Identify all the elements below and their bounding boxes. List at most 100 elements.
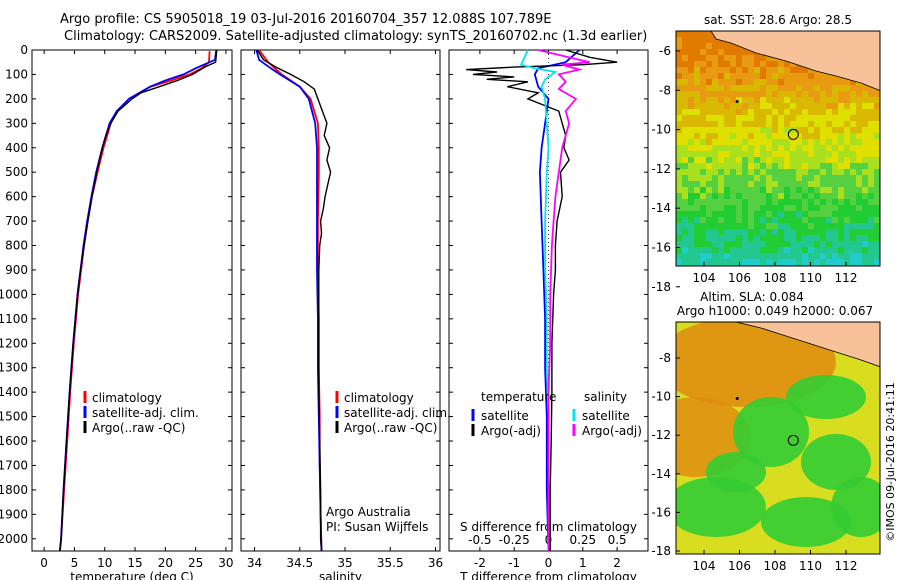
sst-pixel bbox=[706, 103, 712, 109]
sst-pixel bbox=[688, 139, 694, 145]
sst-pixel bbox=[820, 169, 826, 175]
sst-pixel bbox=[856, 151, 862, 157]
sst-pixel bbox=[736, 157, 742, 163]
sst-pixel bbox=[718, 139, 724, 145]
sst-pixel bbox=[712, 145, 718, 151]
argo-float-marker bbox=[787, 434, 799, 446]
sst-pixel bbox=[688, 67, 694, 73]
sst-pixel bbox=[844, 85, 850, 91]
sst-field bbox=[676, 31, 880, 266]
sst-pixel bbox=[856, 121, 862, 127]
sst-pixel bbox=[694, 61, 700, 67]
sst-pixel bbox=[754, 121, 760, 127]
map-x-tick-label: 104 bbox=[693, 559, 716, 573]
sst-pixel bbox=[790, 235, 796, 241]
sst-pixel bbox=[838, 205, 844, 211]
sst-pixel bbox=[712, 217, 718, 223]
y-tick-label: 1900 bbox=[0, 507, 28, 521]
sst-pixel bbox=[766, 67, 772, 73]
sst-pixel bbox=[778, 157, 784, 163]
sst-pixel bbox=[796, 115, 802, 121]
sst-pixel bbox=[826, 157, 832, 163]
sst-pixel bbox=[832, 91, 838, 97]
sst-pixel bbox=[760, 139, 766, 145]
sst-pixel bbox=[700, 145, 706, 151]
sst-pixel bbox=[748, 97, 754, 103]
sst-pixel bbox=[874, 115, 880, 121]
sst-pixel bbox=[868, 157, 874, 163]
sst-pixel bbox=[676, 217, 682, 223]
sst-pixel bbox=[712, 223, 718, 229]
sst-pixel bbox=[724, 247, 730, 253]
sst-pixel bbox=[796, 163, 802, 169]
sst-pixel bbox=[700, 85, 706, 91]
sst-pixel bbox=[820, 157, 826, 163]
sst-pixel bbox=[790, 247, 796, 253]
sst-pixel bbox=[688, 121, 694, 127]
sst-pixel bbox=[700, 241, 706, 247]
sst-pixel bbox=[760, 211, 766, 217]
sst-pixel bbox=[736, 175, 742, 181]
sst-pixel bbox=[766, 235, 772, 241]
sst-pixel bbox=[778, 145, 784, 151]
sst-pixel bbox=[754, 85, 760, 91]
sst-pixel bbox=[736, 91, 742, 97]
sst-pixel bbox=[766, 241, 772, 247]
sst-pixel bbox=[862, 127, 868, 133]
sst-pixel bbox=[832, 175, 838, 181]
sst-pixel bbox=[706, 79, 712, 85]
map-y-tick-label: -10 bbox=[651, 123, 671, 137]
sst-pixel bbox=[808, 187, 814, 193]
sst-pixel bbox=[820, 241, 826, 247]
sst-pixel bbox=[784, 103, 790, 109]
sst-pixel bbox=[850, 169, 856, 175]
sst-pixel bbox=[682, 91, 688, 97]
x-axis-label: temperature (deg C) bbox=[70, 570, 193, 580]
sst-pixel bbox=[778, 151, 784, 157]
sst-pixel bbox=[700, 259, 706, 265]
sst-pixel bbox=[760, 79, 766, 85]
sst-pixel bbox=[688, 55, 694, 61]
sst-pixel bbox=[754, 259, 760, 265]
sst-pixel bbox=[766, 145, 772, 151]
sst-pixel bbox=[730, 91, 736, 97]
sst-pixel bbox=[850, 133, 856, 139]
sst-pixel bbox=[814, 121, 820, 127]
sst-pixel bbox=[790, 67, 796, 73]
sst-pixel bbox=[736, 115, 742, 121]
sst-pixel bbox=[724, 43, 730, 49]
sst-pixel bbox=[826, 229, 832, 235]
sst-pixel bbox=[814, 139, 820, 145]
sst-pixel bbox=[724, 73, 730, 79]
sla-map-frame bbox=[675, 321, 881, 555]
sst-pixel bbox=[724, 79, 730, 85]
sst-map-title: sat. SST: 28.6 Argo: 28.5 bbox=[704, 13, 852, 27]
sst-pixel bbox=[712, 97, 718, 103]
sst-pixel bbox=[688, 145, 694, 151]
sst-pixel bbox=[826, 193, 832, 199]
sst-pixel bbox=[838, 235, 844, 241]
sst-pixel bbox=[700, 43, 706, 49]
sst-pixel bbox=[700, 253, 706, 259]
sst-pixel bbox=[730, 163, 736, 169]
sst-pixel bbox=[766, 205, 772, 211]
sst-pixel bbox=[706, 91, 712, 97]
sst-pixel bbox=[772, 91, 778, 97]
sst-pixel bbox=[724, 61, 730, 67]
sst-pixel bbox=[730, 145, 736, 151]
sst-pixel bbox=[694, 109, 700, 115]
sst-pixel bbox=[784, 259, 790, 265]
sst-pixel bbox=[784, 145, 790, 151]
sst-pixel bbox=[700, 217, 706, 223]
sst-pixel bbox=[760, 223, 766, 229]
sst-pixel bbox=[748, 139, 754, 145]
sst-pixel bbox=[784, 133, 790, 139]
sst-pixel bbox=[802, 157, 808, 163]
sst-pixel bbox=[676, 187, 682, 193]
sst-pixel bbox=[706, 121, 712, 127]
sst-pixel bbox=[700, 235, 706, 241]
sst-pixel bbox=[694, 241, 700, 247]
sst-pixel bbox=[802, 169, 808, 175]
sst-pixel bbox=[844, 103, 850, 109]
sst-pixel bbox=[712, 247, 718, 253]
